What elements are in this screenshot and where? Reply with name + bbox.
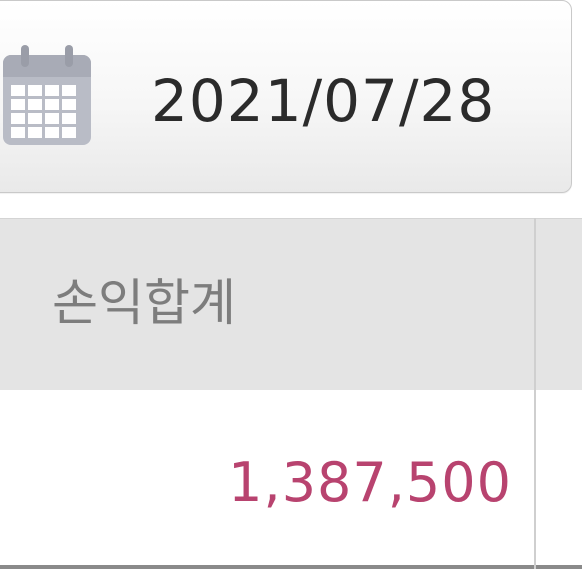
date-picker-button[interactable]: 2021/07/28 <box>0 0 572 193</box>
calendar-icon <box>1 43 93 147</box>
profit-total-value: 1,387,500 <box>228 451 512 514</box>
profit-table: 손익합계 1,387,500 <box>0 218 582 569</box>
date-value: 2021/07/28 <box>151 67 496 135</box>
column-header-profit-total: 손익합계 <box>52 274 236 332</box>
column-divider <box>534 218 536 569</box>
table-header-row: 손익합계 <box>0 218 582 390</box>
table-row[interactable]: 1,387,500 <box>0 390 582 569</box>
